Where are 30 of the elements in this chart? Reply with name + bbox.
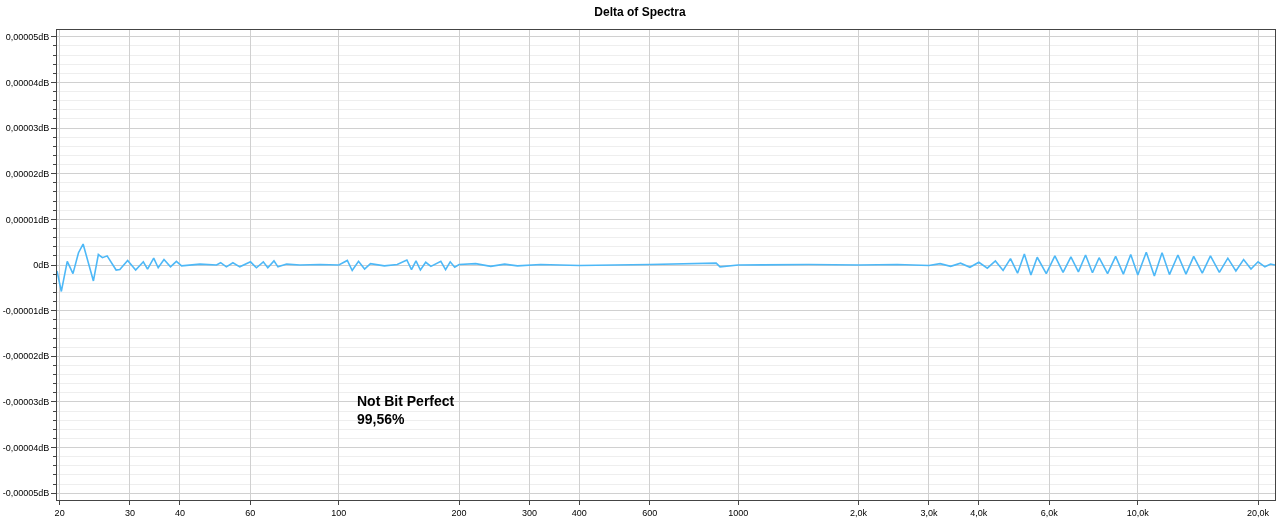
x-tick-label: 60: [245, 507, 256, 518]
x-tick-label: 20,0k: [1247, 507, 1270, 518]
x-tick-label: 600: [642, 507, 658, 518]
x-tick-label: 4,0k: [970, 507, 988, 518]
y-tick-label: -0,00002dB: [2, 351, 50, 362]
x-tick-label: 100: [331, 507, 347, 518]
x-tick-label: 3,0k: [920, 507, 938, 518]
annotation: Not Bit Perfect: [357, 393, 455, 409]
y-tick-label: -0,00003dB: [2, 397, 50, 408]
y-tick-label: 0dB: [33, 260, 50, 271]
x-tick-label: 300: [521, 507, 537, 518]
x-tick-label: 1000: [728, 507, 749, 518]
y-tick-label: -0,00001dB: [2, 305, 50, 316]
y-tick-label: 0,00001dB: [5, 214, 50, 225]
x-tick-label: 6,0k: [1040, 507, 1059, 518]
x-tick-label: 20: [54, 507, 65, 518]
x-tick-label: 40: [174, 507, 185, 518]
x-tick-label: 2,0k: [850, 507, 868, 518]
x-tick-label: 10,0k: [1126, 507, 1150, 518]
y-tick-label: -0,00005dB: [2, 488, 50, 499]
y-tick-label: -0,00004dB: [2, 442, 50, 453]
chart-title: Delta of Spectra: [594, 5, 687, 20]
y-tick-label: 0,00004dB: [5, 77, 50, 88]
y-tick-label: 0,00005dB: [5, 31, 50, 42]
y-tick-label: 0,00003dB: [5, 123, 50, 134]
x-tick-label: 200: [451, 507, 467, 518]
annotation: 99,56%: [357, 411, 406, 427]
x-tick-label: 30: [124, 507, 135, 518]
y-tick-label: 0,00002dB: [5, 168, 50, 179]
x-tick-label: 400: [571, 507, 587, 518]
